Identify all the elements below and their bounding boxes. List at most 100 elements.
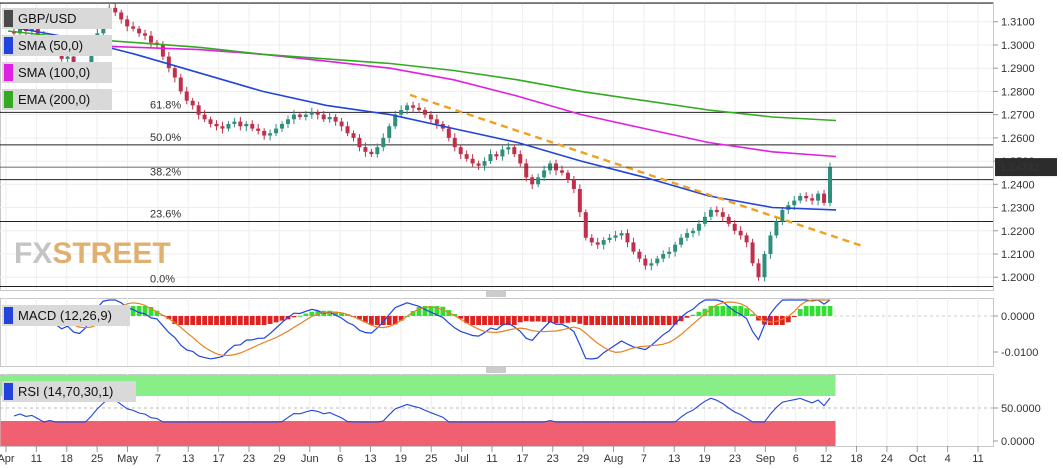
y-tick-label: 1.2900 [1001,63,1035,75]
candle-body [708,209,713,217]
candle-body [494,154,499,157]
candle-body [422,110,427,115]
candle-body [470,158,475,164]
candle-body [667,251,672,254]
candle-body [137,28,142,34]
candle-body [315,112,320,115]
y-tick-label: 1.2000 [1001,272,1035,284]
x-tick-label: Apr [0,453,15,465]
fib-level-label: 50.0% [150,132,181,144]
candle-body [512,147,517,155]
trendline [409,93,863,248]
x-tick-label: 6 [337,453,343,465]
legend-swatch-icon [4,91,13,108]
ema-200-line [7,30,837,122]
legend-swatch-icon [4,383,13,400]
x-tick-label: 7 [641,453,647,465]
candle-body [732,223,737,231]
candle-body [387,126,392,138]
candle-body [113,7,118,13]
x-tick-label: 13 [182,453,194,465]
macd-histogram-bar [559,316,565,324]
candle-body [232,121,237,124]
macd-histogram-bar [768,316,773,325]
candle-body [655,258,660,264]
macd-histogram-bar [708,306,714,316]
candle-body [428,114,433,120]
candle-body [89,47,94,66]
legend-gbpusd[interactable]: GBP/USD [2,8,112,29]
candle-body [738,230,743,236]
sma-50-line [7,25,837,211]
candle-body [810,198,815,201]
x-tick-label: 6 [793,453,799,465]
candle-body [536,177,541,185]
y-tick-label: 1.2400 [1001,179,1035,191]
fib-level-label: 23.6% [150,208,181,220]
macd-histogram-bar [815,306,821,316]
candle-body [613,235,618,238]
macd-histogram-bar [410,310,416,316]
macd-histogram-bar [476,316,481,325]
macd-histogram-bar [368,316,374,325]
legend-sma-100[interactable]: SMA (100,0) [2,62,112,83]
candle-body [327,116,332,120]
candle-body [756,263,761,278]
candle-body [172,68,177,78]
candle-body [464,154,469,159]
legend-ema-200[interactable]: EMA (200,0) [2,89,112,110]
candle-body [280,123,285,129]
macd-histogram-bar [648,316,654,325]
macd-histogram-bar [482,316,487,325]
x-tick-label: Sep [756,453,776,465]
candle-body [262,130,267,136]
macd-histogram-bar [654,316,660,325]
candle-body [256,128,261,131]
legend-rsi[interactable]: RSI (14,70,30,1) [2,381,136,402]
macd-histogram-bar [785,316,791,323]
macd-histogram-bar [416,307,422,316]
candle-body [649,263,654,266]
macd-histogram-bar [791,316,797,317]
macd-histogram-bar [637,316,642,325]
candle-body [816,193,821,201]
macd-histogram-bar [136,306,142,316]
candle-body [339,121,344,127]
x-tick-label: 11 [31,453,42,465]
y-tick-label: 1.2800 [1001,86,1035,98]
candle-body [530,177,535,185]
candle-body [297,114,302,117]
candle-body [405,105,410,110]
macd-histogram-bar [130,306,136,316]
candle-body [393,114,398,127]
x-tick-label: Aug [604,453,624,465]
macd-histogram-bar [309,311,315,316]
macd-histogram-bar [231,316,237,325]
fib-level-label: 0.0% [150,274,175,286]
macd-histogram-bar [517,316,523,323]
sma-100-line [7,34,837,158]
candle-body [309,112,314,115]
x-tick-label: 25 [91,453,103,465]
macd-histogram-bar [303,313,309,316]
macd-histogram-bar [208,316,213,325]
candle-body [131,26,136,29]
macd-histogram-bar [779,316,785,325]
candle-body [768,235,773,254]
macd-histogram-bar [470,316,476,325]
legend-macd[interactable]: MACD (12,26,9) [2,305,130,326]
candle-body [446,128,451,138]
current-price-tag [995,158,1057,177]
x-tick-label: May [117,453,138,465]
candle-body [542,170,547,178]
legend-label: SMA (100,0) [18,65,91,80]
macd-histogram-bar [690,314,696,316]
candle-body [631,242,636,252]
candle-body [702,216,707,224]
y-tick-label: 1.3100 [1001,17,1035,29]
legend-label: GBP/USD [18,11,77,26]
macd-histogram-bar [684,316,690,318]
legend-sma-50[interactable]: SMA (50,0) [2,35,112,56]
macd-histogram-bar [642,316,648,325]
